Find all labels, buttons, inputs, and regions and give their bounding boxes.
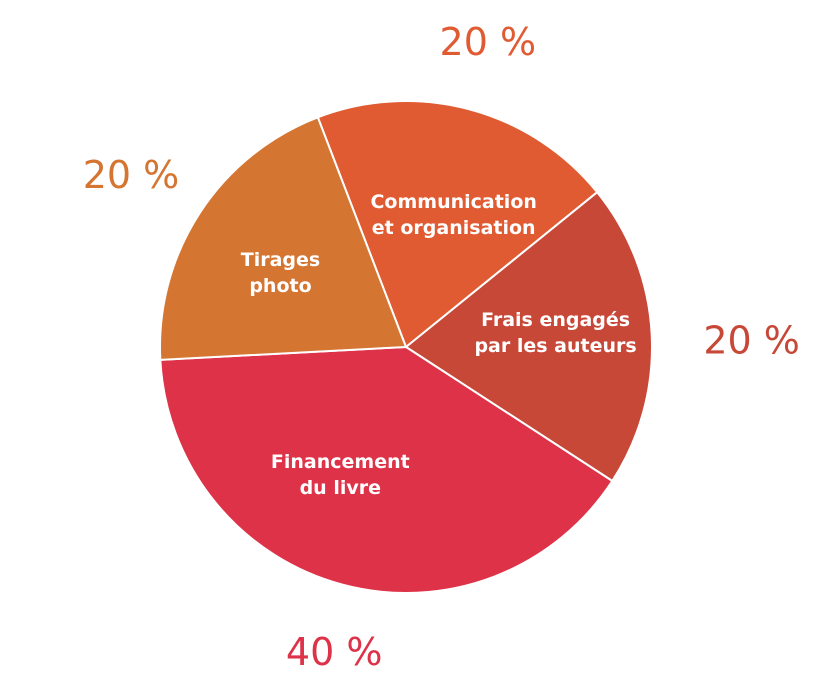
percentage-label-3: 20 % — [83, 153, 180, 197]
percentage-labels: 20 % 20 % 40 % 20 % — [83, 20, 800, 674]
slice-label-3: Tirages photo — [241, 249, 320, 297]
slice-label-1: Frais engagés par les auteurs — [474, 309, 636, 357]
slice-label-2: Financement du livre — [271, 451, 410, 499]
percentage-label-1: 20 % — [703, 319, 800, 363]
slice-label-line: Financement — [271, 451, 410, 473]
slice-label-line: par les auteurs — [474, 335, 636, 357]
slice-label-0: Communication et organisation — [370, 191, 536, 239]
slice-label-line: photo — [249, 275, 311, 297]
percentage-label-2: 40 % — [286, 630, 383, 674]
slice-labels: Communication et organisation Frais engagé… — [241, 191, 637, 499]
pie-slice-3 — [159, 116, 408, 361]
slice-label-line: et organisation — [372, 217, 536, 239]
slice-label-line: du livre — [300, 477, 381, 499]
pie-slice-2 — [159, 345, 614, 594]
slice-label-line: Tirages — [241, 249, 320, 271]
slice-label-line: Frais engagés — [481, 309, 630, 331]
percentage-label-0: 20 % — [440, 20, 537, 64]
pie-slice-1 — [404, 190, 653, 483]
slice-label-line: Communication — [370, 191, 536, 213]
pie-slices — [159, 100, 653, 594]
pie-slice-0 — [316, 100, 599, 349]
